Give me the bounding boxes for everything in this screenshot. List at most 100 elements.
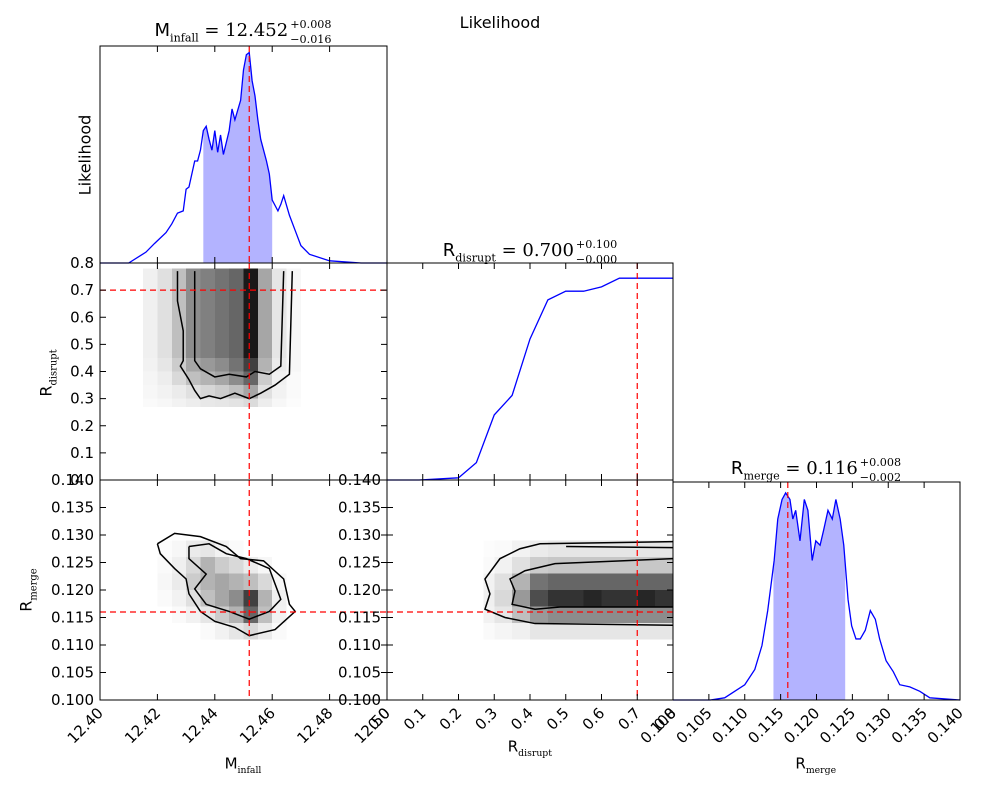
density-cell: [637, 540, 656, 557]
density-cell: [186, 398, 201, 407]
density-cell: [655, 590, 673, 607]
density-cell: [655, 606, 673, 623]
density-cell: [272, 606, 287, 623]
density-cell: [530, 557, 548, 574]
density-cell: [243, 398, 258, 407]
density-cell: [483, 623, 495, 640]
contour: [566, 545, 674, 549]
subscript: disrupt: [48, 349, 59, 385]
density-cell: [601, 606, 620, 623]
density-cell: [483, 573, 495, 590]
symbol: R: [443, 240, 456, 261]
density-cell: [257, 398, 273, 407]
density-cell: [272, 268, 287, 358]
panel-title-text: Minfall = 12.452: [154, 20, 288, 44]
density-cell: [494, 606, 513, 623]
density-cell: [143, 371, 158, 386]
lower-error: −0.002: [860, 471, 901, 484]
upper-error: +0.008: [860, 456, 901, 469]
panel-title-text: Rmerge = 0.116: [731, 458, 858, 482]
density-cell: [257, 268, 273, 358]
density-cell: [583, 623, 602, 640]
contour: [176, 271, 294, 400]
density-cell: [286, 357, 301, 372]
density-cell: [512, 573, 530, 590]
density-cell: [565, 623, 584, 640]
density-cell: [512, 606, 530, 623]
density-cell: [243, 371, 258, 386]
density-cell: [157, 357, 172, 372]
contour: [484, 540, 674, 626]
density-cell: [171, 385, 187, 399]
density-cell: [257, 590, 273, 607]
density-cell: [157, 371, 172, 386]
density-cell: [512, 590, 530, 607]
density-cell: [512, 557, 530, 574]
density-cell: [200, 398, 215, 407]
y-tick-label: 0.120: [338, 581, 381, 599]
symbol: R: [17, 601, 36, 612]
density-cell: [272, 385, 287, 399]
y-tick-label: 0.1: [70, 444, 94, 462]
density-cell: [272, 398, 287, 407]
x-axis-label-text: Rmerge: [795, 754, 836, 776]
density-cell: [637, 557, 656, 574]
symbol: M: [225, 754, 238, 772]
density-cell: [200, 573, 215, 590]
density-cell: [186, 357, 201, 372]
y-tick-label: 0.110: [338, 636, 381, 654]
density-cell: [157, 590, 172, 607]
credible-interval: [203, 52, 273, 264]
density-cell: [157, 268, 172, 358]
density-cell: [272, 623, 287, 640]
density-cell: [530, 606, 548, 623]
density-cell: [229, 557, 244, 574]
y-tick-label: 0.100: [338, 691, 381, 709]
value: = 12.452: [199, 20, 289, 41]
density-cell: [494, 590, 513, 607]
density-cell: [547, 590, 566, 607]
contour: [509, 557, 674, 611]
density-cell: [547, 540, 566, 557]
density-cell: [214, 357, 230, 372]
value: = 0.700: [496, 240, 574, 261]
density-cell: [171, 371, 187, 386]
density-cell: [157, 623, 172, 640]
density-cell: [229, 371, 244, 386]
y-tick-label: 0.2: [70, 417, 94, 435]
density-cell: [200, 268, 215, 358]
panel-title: Rdisrupt = 0.700 +0.100 −0.000: [443, 238, 617, 266]
density-cell: [619, 557, 638, 574]
density-cell: [200, 557, 215, 574]
upper-error: +0.100: [576, 238, 617, 251]
density-cell: [214, 557, 230, 574]
density-cell: [257, 371, 273, 386]
density-cell: [547, 623, 566, 640]
density-cell: [243, 385, 258, 399]
density-cell: [143, 398, 158, 407]
density-cell: [171, 398, 187, 407]
density-cell: [547, 557, 566, 574]
density-cell: [655, 623, 673, 640]
density-cell: [619, 623, 638, 640]
density-cell: [286, 371, 301, 386]
density-cell: [494, 540, 513, 557]
likelihood-curve: [673, 491, 961, 701]
contour: [156, 532, 297, 637]
density-cell: [157, 385, 172, 399]
subscript: merge: [806, 765, 837, 776]
density-cell: [214, 398, 230, 407]
density-cell: [200, 540, 215, 557]
density-cell: [186, 557, 201, 574]
density-cell: [565, 540, 584, 557]
y-tick-label: 0.125: [338, 554, 381, 572]
density-cell: [547, 573, 566, 590]
contour: [188, 543, 282, 620]
density-cell: [272, 371, 287, 386]
density-cell: [637, 623, 656, 640]
density-cell: [655, 573, 673, 590]
x-axis-label-text: Rdisrupt: [508, 737, 553, 759]
density-cell: [530, 623, 548, 640]
